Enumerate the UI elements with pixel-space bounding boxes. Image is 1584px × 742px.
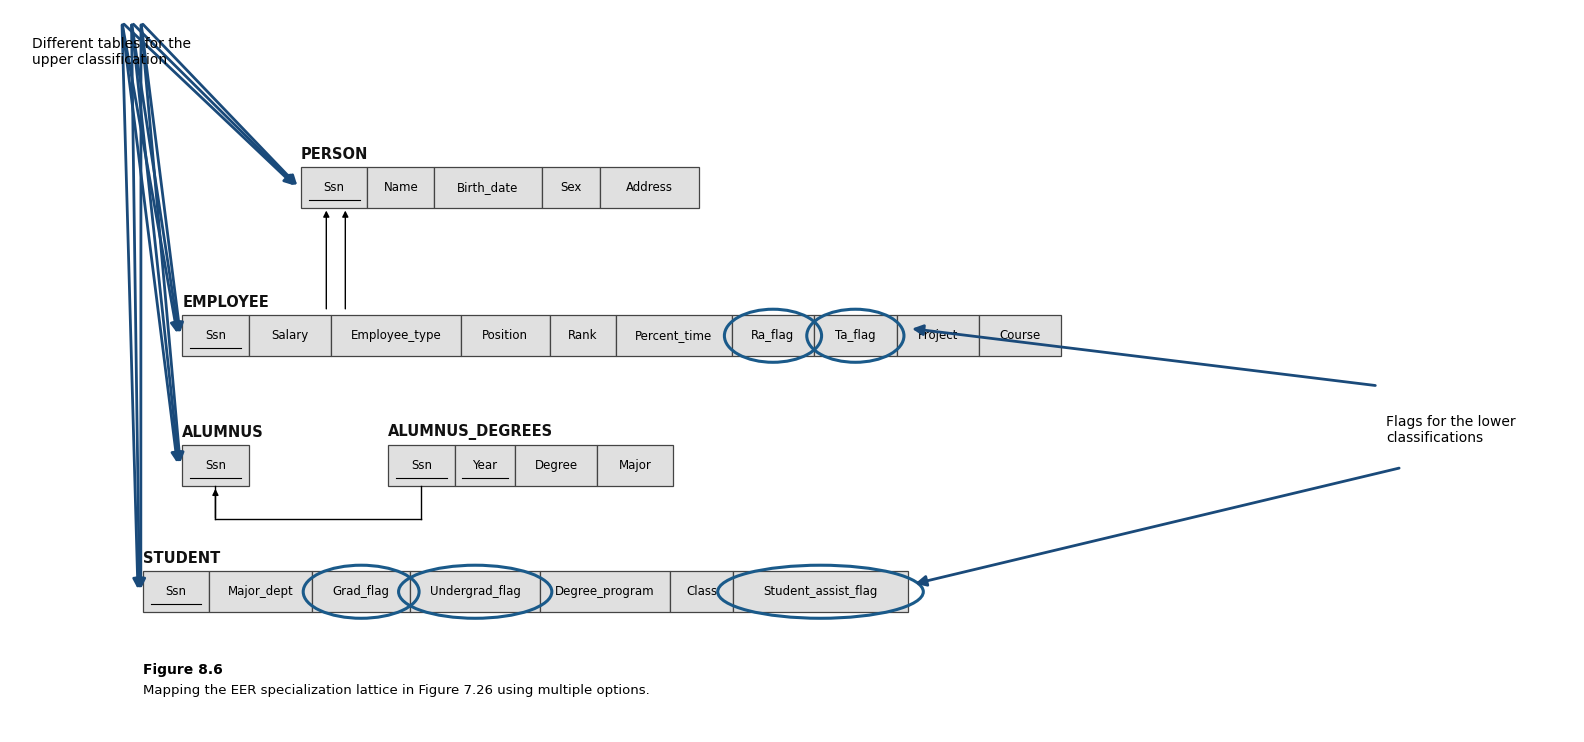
Text: Different tables for the
upper classification: Different tables for the upper classific… <box>32 37 190 68</box>
Text: Salary: Salary <box>271 329 309 342</box>
Text: Birth_date: Birth_date <box>458 181 518 194</box>
Bar <box>979 315 1061 356</box>
Bar <box>143 571 209 612</box>
Bar <box>542 167 600 208</box>
Bar <box>182 315 249 356</box>
Text: Employee_type: Employee_type <box>350 329 442 342</box>
Text: Project: Project <box>917 329 958 342</box>
Bar <box>733 571 908 612</box>
Text: Degree_program: Degree_program <box>556 585 654 598</box>
Bar <box>434 167 542 208</box>
Text: STUDENT: STUDENT <box>143 551 220 566</box>
Text: Year: Year <box>472 459 497 472</box>
Text: Ta_flag: Ta_flag <box>835 329 876 342</box>
Bar <box>897 315 979 356</box>
Text: ALUMNUS: ALUMNUS <box>182 425 265 440</box>
Text: Percent_time: Percent_time <box>635 329 713 342</box>
Bar <box>182 445 249 486</box>
Bar <box>209 571 312 612</box>
Bar <box>367 167 434 208</box>
Text: Student_assist_flag: Student_assist_flag <box>763 585 878 598</box>
Text: Address: Address <box>626 181 673 194</box>
Text: Ssn: Ssn <box>204 459 227 472</box>
Bar <box>540 571 670 612</box>
Bar <box>670 571 733 612</box>
Bar <box>455 445 515 486</box>
Text: Mapping the EER specialization lattice in Figure 7.26 using multiple options.: Mapping the EER specialization lattice i… <box>143 684 649 697</box>
Text: Sex: Sex <box>561 181 581 194</box>
Bar <box>388 445 455 486</box>
Text: Name: Name <box>383 181 418 194</box>
Bar <box>249 315 331 356</box>
Text: Position: Position <box>482 329 529 342</box>
Bar <box>331 315 461 356</box>
Text: Major_dept: Major_dept <box>228 585 293 598</box>
Text: Course: Course <box>1000 329 1041 342</box>
Text: Ssn: Ssn <box>410 459 432 472</box>
Bar <box>301 167 367 208</box>
Bar <box>597 445 673 486</box>
Text: ALUMNUS_DEGREES: ALUMNUS_DEGREES <box>388 424 553 440</box>
Bar <box>550 315 616 356</box>
Bar <box>600 167 699 208</box>
Bar <box>461 315 550 356</box>
Text: Grad_flag: Grad_flag <box>333 585 390 598</box>
Bar <box>616 315 732 356</box>
Text: Undergrad_flag: Undergrad_flag <box>429 585 521 598</box>
Text: Degree: Degree <box>534 459 578 472</box>
Bar <box>410 571 540 612</box>
Bar <box>515 445 597 486</box>
Text: Major: Major <box>619 459 651 472</box>
Text: Figure 8.6: Figure 8.6 <box>143 663 222 677</box>
Text: Ssn: Ssn <box>323 181 345 194</box>
Text: PERSON: PERSON <box>301 147 369 162</box>
Text: Ssn: Ssn <box>165 585 187 598</box>
Bar <box>732 315 814 356</box>
Text: Class: Class <box>686 585 718 598</box>
Text: Flags for the lower
classifications: Flags for the lower classifications <box>1386 416 1516 445</box>
Text: EMPLOYEE: EMPLOYEE <box>182 295 269 310</box>
Text: Rank: Rank <box>569 329 597 342</box>
Text: Ra_flag: Ra_flag <box>751 329 795 342</box>
Text: Ssn: Ssn <box>204 329 227 342</box>
Bar <box>312 571 410 612</box>
Bar <box>814 315 897 356</box>
